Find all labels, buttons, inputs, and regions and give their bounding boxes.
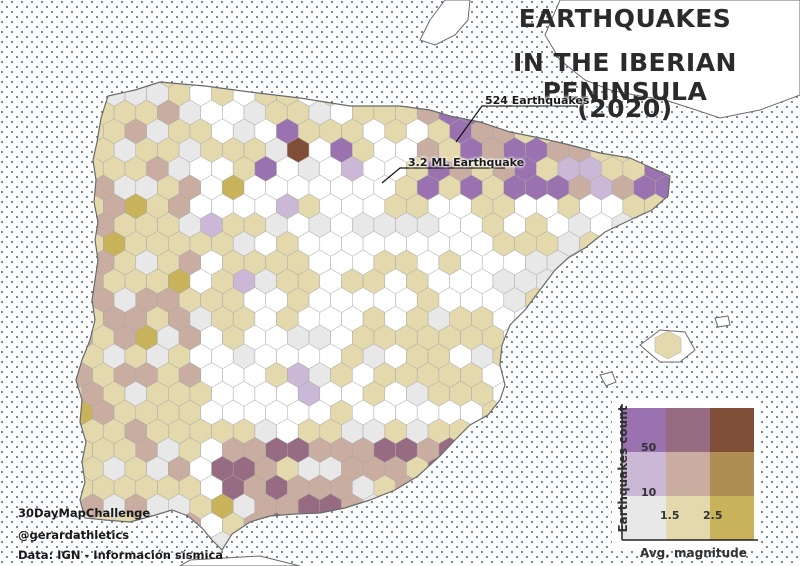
annotation-leaders [381, 105, 578, 184]
credit-challenge: 30DayMapChallenge [18, 506, 151, 520]
credit-source: Data: IGN - Información sísmica [18, 548, 224, 562]
legend-cell [666, 452, 710, 496]
credit-author: @gerardathletics [18, 528, 130, 542]
north-africa-coast [179, 555, 301, 566]
leader-max-count [455, 105, 578, 143]
legend-cell [666, 496, 710, 540]
legend-cell [666, 408, 710, 452]
leader-max-magnitude [381, 167, 505, 184]
surrounding-land [179, 0, 800, 566]
map-title-year: (2020) [577, 94, 673, 123]
hex-cell [211, 531, 234, 550]
map-title-line-1: EARTHQUAKES [518, 4, 732, 33]
legend-x-break-2-5: 2.5 [703, 509, 723, 522]
legend-cell [622, 452, 666, 496]
france-land [544, 0, 800, 119]
menorca-island [714, 315, 731, 328]
legend-cell [622, 408, 666, 452]
bivariate-legend [612, 400, 760, 548]
map-title-line-2: IN THE IBERIAN PENINSULA [513, 48, 737, 106]
annotation-max-magnitude: 3.2 ML Earthquake [408, 156, 525, 169]
legend-x-title: Avg. magnitude [640, 546, 747, 560]
mallorca-hex [654, 330, 682, 360]
legend-y-break-50: 50 [641, 441, 657, 454]
legend-y-break-10: 10 [641, 486, 657, 499]
france-coast [419, 0, 471, 46]
legend-y-title: Earthquakes count [616, 405, 630, 533]
annotation-max-count: 524 Earthquakes [485, 94, 590, 107]
legend-cell [710, 452, 754, 496]
legend-cell [710, 496, 754, 540]
legend-cell [622, 496, 666, 540]
legend-cell [710, 408, 754, 452]
ibiza-island [599, 371, 617, 387]
legend-x-break-1-5: 1.5 [660, 509, 680, 522]
coastline [75, 81, 671, 551]
